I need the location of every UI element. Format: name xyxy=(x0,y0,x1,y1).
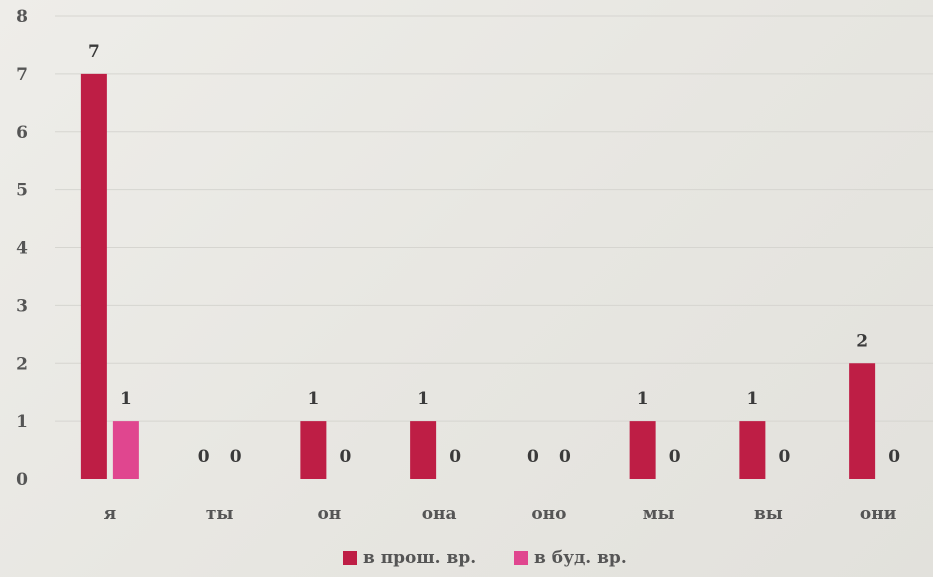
bar-1-8 xyxy=(849,363,876,479)
y-tick-label: 3 xyxy=(16,296,28,316)
bar-1-6 xyxy=(629,421,656,479)
bar-2-1 xyxy=(112,421,139,479)
y-tick-label: 2 xyxy=(16,354,28,374)
y-tick-label: 7 xyxy=(16,65,28,85)
data-label: 1 xyxy=(637,389,649,409)
x-tick-label: они xyxy=(860,504,897,524)
data-label: 1 xyxy=(746,389,758,409)
data-label: 0 xyxy=(778,447,790,467)
x-tick-label: я xyxy=(104,504,117,524)
data-label: 0 xyxy=(527,447,539,467)
data-label: 0 xyxy=(339,447,351,467)
legend-swatch xyxy=(514,551,528,565)
y-tick-label: 0 xyxy=(16,470,28,490)
x-tick-label: мы xyxy=(643,504,675,524)
y-tick-label: 1 xyxy=(16,412,28,432)
x-tick-label: оно xyxy=(531,504,566,524)
y-tick-label: 8 xyxy=(16,7,28,27)
y-tick-label: 6 xyxy=(16,123,28,143)
bar-1-4 xyxy=(410,421,437,479)
x-tick-label: вы xyxy=(754,504,783,524)
data-label: 0 xyxy=(888,447,900,467)
legend-label: в буд. вр. xyxy=(534,548,627,568)
data-label: 0 xyxy=(669,447,681,467)
data-label: 0 xyxy=(449,447,461,467)
legend-swatch xyxy=(343,551,357,565)
x-tick-label: она xyxy=(422,504,457,524)
y-tick-label: 4 xyxy=(16,239,28,259)
x-tick-label: ты xyxy=(206,504,234,524)
data-label: 1 xyxy=(307,389,319,409)
data-label: 0 xyxy=(559,447,571,467)
legend-label: в прош. вр. xyxy=(363,548,476,568)
x-axis-ticks: я ты он она оно мы вы они xyxy=(104,504,897,524)
data-label: 1 xyxy=(417,389,429,409)
y-axis-ticks: 0 1 2 3 4 5 6 7 8 xyxy=(16,7,28,490)
bar-1-1 xyxy=(80,73,107,479)
data-label: 2 xyxy=(856,331,868,351)
bar-1-3 xyxy=(300,421,327,479)
data-label: 7 xyxy=(88,42,100,62)
gridlines xyxy=(55,15,933,422)
y-tick-label: 5 xyxy=(16,181,28,201)
bar-1-7 xyxy=(739,421,766,479)
data-label: 0 xyxy=(198,447,210,467)
legend: в прош. вр. в буд. вр. xyxy=(343,548,627,568)
data-label: 0 xyxy=(230,447,242,467)
x-tick-label: он xyxy=(317,504,341,524)
data-label: 1 xyxy=(120,389,132,409)
bars xyxy=(80,73,876,479)
